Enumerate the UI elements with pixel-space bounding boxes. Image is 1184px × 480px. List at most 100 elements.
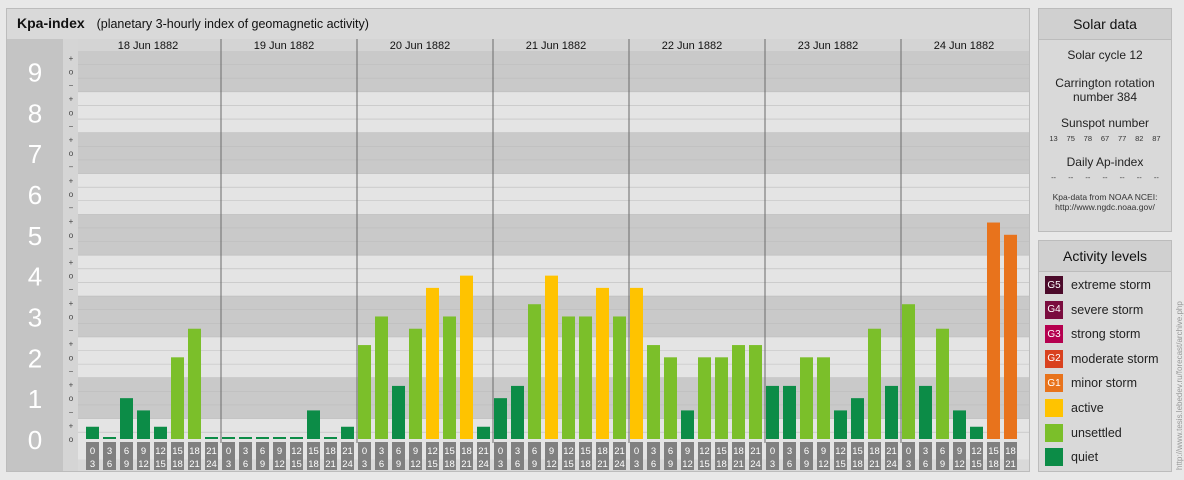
hour-start-label: 0 [362,446,367,457]
solar-data-box: Solar data Solar cycle 12 Carrington rot… [1038,8,1172,232]
level-swatch [1045,399,1063,417]
hour-box [426,442,439,470]
data-credit-line1: Kpa-data from NOAA NCEI: [1052,192,1158,202]
carrington-rotation: Carrington rotation number 384 [1055,76,1155,104]
kpa-bar [936,328,949,439]
hour-box [324,442,337,470]
hour-end-label: 24 [886,459,897,470]
kpa-bar [545,275,558,439]
level-band [78,132,1029,174]
hour-box [987,442,1000,470]
hour-start-label: 12 [835,446,846,457]
kpa-bar [613,316,626,439]
ap-index-label: Daily Ap-index [1066,155,1144,169]
hour-end-label: 3 [90,459,95,470]
level-band [78,51,1029,92]
sunspot-value: 13 [1049,134,1058,143]
level-label: unsettled [1071,425,1122,440]
fine-mark: − [69,326,74,335]
hour-end-label: 24 [750,459,761,470]
hour-box [800,442,813,470]
hour-end-label: 12 [138,459,149,470]
hour-start-label: 18 [869,446,880,457]
sunspot-value: 67 [1100,134,1110,143]
kpa-bar [885,385,898,439]
solar-data-heading: Solar data [1039,9,1171,40]
fine-mark: − [69,367,74,376]
hour-start-label: 3 [379,446,384,457]
hour-end-label: 9 [804,459,809,470]
hour-box [205,442,218,470]
fine-mark: − [69,81,74,90]
hour-end-label: 3 [498,459,503,470]
fine-mark: o [69,394,74,403]
level-label: strong storm [1071,327,1141,342]
kpa-bar [137,410,150,439]
chart-title-main: Kpa-index [17,15,85,31]
hour-end-label: 12 [954,459,965,470]
fine-mark: + [69,258,74,267]
kpa-bar [222,437,235,439]
level-band [78,173,1029,215]
level-label: severe storm [1071,302,1144,317]
hour-start-label: 6 [124,446,129,457]
hour-start-label: 18 [1005,446,1016,457]
hour-box [613,442,626,470]
hour-box [732,442,745,470]
hour-end-label: 18 [444,459,455,470]
chart-subtitle: (planetary 3-hourly index of geomagnetic… [96,17,369,31]
hour-box [154,442,167,470]
hour-box [868,442,881,470]
level-label: extreme storm [1071,278,1151,292]
kpa-bar [120,398,133,439]
y-tick-label: 3 [28,302,42,332]
hour-start-label: 6 [668,446,673,457]
hour-end-label: 6 [243,459,248,470]
y-tick-label: 4 [28,262,42,292]
fine-mark: o [69,353,74,362]
hour-box [851,442,864,470]
hour-start-label: 12 [971,446,982,457]
level-label: moderate storm [1071,351,1159,366]
hour-end-label: 6 [107,459,112,470]
hour-start-label: 6 [260,446,265,457]
hour-start-label: 0 [498,446,503,457]
hour-start-label: 12 [563,446,574,457]
hour-start-label: 15 [172,446,183,457]
kpa-bar [324,437,337,439]
hour-box [902,442,915,470]
activity-levels-heading: Activity levels [1039,241,1171,272]
fine-mark: + [69,95,74,104]
hour-start-label: 3 [515,446,520,457]
hour-start-label: 15 [852,446,863,457]
hour-start-label: 6 [532,446,537,457]
kpa-bar [239,437,252,439]
hour-box [307,442,320,470]
hour-end-label: 15 [971,459,982,470]
kpa-bar [171,357,184,439]
fine-mark: + [69,299,74,308]
hour-box [749,442,762,470]
hour-box [1004,442,1017,470]
activity-levels-box: Activity levels G5 extreme storm G4 severe … [1038,240,1172,472]
hour-box [443,442,456,470]
hour-box [953,442,966,470]
hour-end-label: 18 [308,459,319,470]
kpa-bar [987,222,1000,439]
kpa-bar [256,437,269,439]
kpa-bar [749,345,762,439]
fine-mark: − [69,244,74,253]
hour-start-label: 21 [206,446,217,457]
hour-end-label: 9 [532,459,537,470]
level-swatch [1045,448,1063,467]
ap-index-value: -- [1051,173,1057,182]
hour-start-label: 3 [651,446,656,457]
kpa-bar [375,316,388,439]
day-label: 22 Jun 1882 [662,40,723,52]
hour-box [766,442,779,470]
activity-level-unsettled: unsettled [1045,423,1122,443]
hour-end-label: 9 [940,459,945,470]
hour-box [409,442,422,470]
kpa-bar [494,398,507,439]
kpa-bar [817,357,830,439]
